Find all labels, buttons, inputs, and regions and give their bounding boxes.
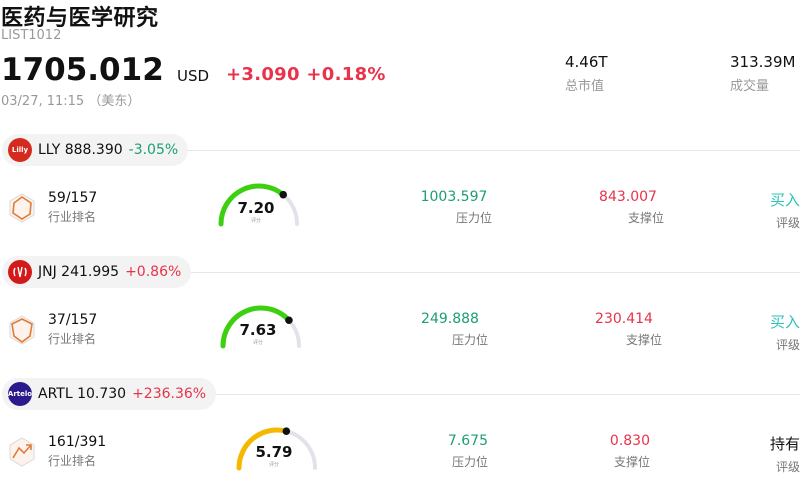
rank-label: 行业排名 xyxy=(48,454,97,468)
market-cap-label: 总市值 xyxy=(565,79,605,94)
score-value: 7.63 xyxy=(239,321,277,339)
industry-rank: 59/157 行业排名 xyxy=(48,190,97,225)
stock-pill-artl[interactable]: Artelo ARTL 10.730 +236.36% xyxy=(2,378,217,410)
resistance-level: 1003.597 压力位 xyxy=(416,189,492,226)
stock-ticker-price: LLY 888.390 xyxy=(38,142,123,158)
score-gauge: 5.79 评分 xyxy=(232,424,322,474)
rating: 买入 评级 xyxy=(740,311,800,353)
jnj-logo-icon xyxy=(8,260,32,284)
support-label: 支撑位 xyxy=(627,211,664,225)
row-divider xyxy=(170,150,800,151)
support-label: 支撑位 xyxy=(625,333,662,347)
score-gauge-arc xyxy=(236,427,317,471)
rating-label: 评级 xyxy=(775,338,800,352)
stock-change: +0.86% xyxy=(125,264,182,280)
index-change: +3.090 +0.18% xyxy=(226,64,386,85)
rank-value: 59/157 xyxy=(48,190,98,206)
update-time: 03/27, 11:15 （美东） xyxy=(1,94,141,109)
support-value: 0.830 xyxy=(609,433,650,449)
market-cap-value: 4.46T xyxy=(565,53,608,71)
rank-shield-icon xyxy=(9,315,35,345)
stock-ticker-price: ARTL 10.730 xyxy=(38,386,127,402)
jnj-emblem-icon xyxy=(13,266,27,278)
resistance-value: 1003.597 xyxy=(420,189,488,205)
rank-value: 161/391 xyxy=(48,434,107,450)
rating-value: 持有 xyxy=(769,435,800,453)
support-label: 支撑位 xyxy=(613,455,650,469)
rating: 持有 评级 xyxy=(740,433,800,475)
score-gauge-arc xyxy=(220,305,301,349)
score-label: 评分 xyxy=(252,340,263,346)
resistance-label: 压力位 xyxy=(455,211,492,225)
rank-label: 行业排名 xyxy=(48,332,97,346)
rating-label: 评级 xyxy=(775,216,800,230)
row-divider xyxy=(170,272,800,273)
stock-pill-jnj[interactable]: JNJ 241.995 +0.86% xyxy=(2,256,192,288)
rating-value: 买入 xyxy=(769,313,800,331)
resistance-label: 压力位 xyxy=(451,333,488,347)
lly-logo-icon: Lilly xyxy=(8,138,32,162)
resistance-value: 7.675 xyxy=(447,433,488,449)
resistance-level: 249.888 压力位 xyxy=(412,311,488,348)
support-level: 230.414 支撑位 xyxy=(586,311,662,348)
rank-trend-icon xyxy=(9,437,35,467)
score-value: 5.79 xyxy=(255,443,293,461)
score-label: 评分 xyxy=(250,218,261,224)
list-code: LIST1012 xyxy=(1,28,62,43)
rank-hexagon-icon xyxy=(9,193,35,223)
stock-pill-lly[interactable]: Lilly LLY 888.390 -3.05% xyxy=(2,134,189,166)
artl-logo-icon: Artelo xyxy=(8,382,32,406)
stock-change: -3.05% xyxy=(128,142,179,158)
index-change-value: +3.090 xyxy=(226,64,300,85)
support-value: 230.414 xyxy=(595,311,653,327)
industry-rank: 161/391 行业排名 xyxy=(48,434,106,469)
currency-label: USD xyxy=(177,67,210,85)
rating: 买入 评级 xyxy=(740,189,800,231)
volume-value: 313.39M xyxy=(730,53,796,71)
score-gauge: 7.63 评分 xyxy=(216,302,306,352)
market-cap-stat: 4.46T 总市值 xyxy=(565,53,608,94)
resistance-label: 压力位 xyxy=(451,455,488,469)
resistance-level: 7.675 压力位 xyxy=(420,433,488,470)
resistance-value: 249.888 xyxy=(421,311,479,327)
industry-rank: 37/157 行业排名 xyxy=(48,312,97,347)
page-title: 医药与医学研究 xyxy=(1,6,159,31)
stock-ticker-price: JNJ 241.995 xyxy=(38,264,120,280)
support-value: 843.007 xyxy=(599,189,657,205)
index-change-pct: +0.18% xyxy=(306,64,386,85)
rating-label: 评级 xyxy=(775,460,800,474)
support-level: 0.830 支撑位 xyxy=(596,433,650,470)
rank-label: 行业排名 xyxy=(48,210,97,224)
score-value: 7.20 xyxy=(237,199,275,217)
row-divider xyxy=(170,394,800,395)
score-gauge-arc xyxy=(218,183,299,227)
rank-value: 37/157 xyxy=(48,312,98,328)
stock-change: +236.36% xyxy=(132,386,207,402)
volume-label: 成交量 xyxy=(730,79,770,94)
score-gauge: 7.20 评分 xyxy=(214,180,304,230)
support-level: 843.007 支撑位 xyxy=(592,189,664,226)
index-price: 1705.012 xyxy=(1,52,164,88)
volume-stat: 313.39M 成交量 xyxy=(730,53,795,94)
score-label: 评分 xyxy=(268,462,279,468)
rating-value: 买入 xyxy=(769,191,800,209)
